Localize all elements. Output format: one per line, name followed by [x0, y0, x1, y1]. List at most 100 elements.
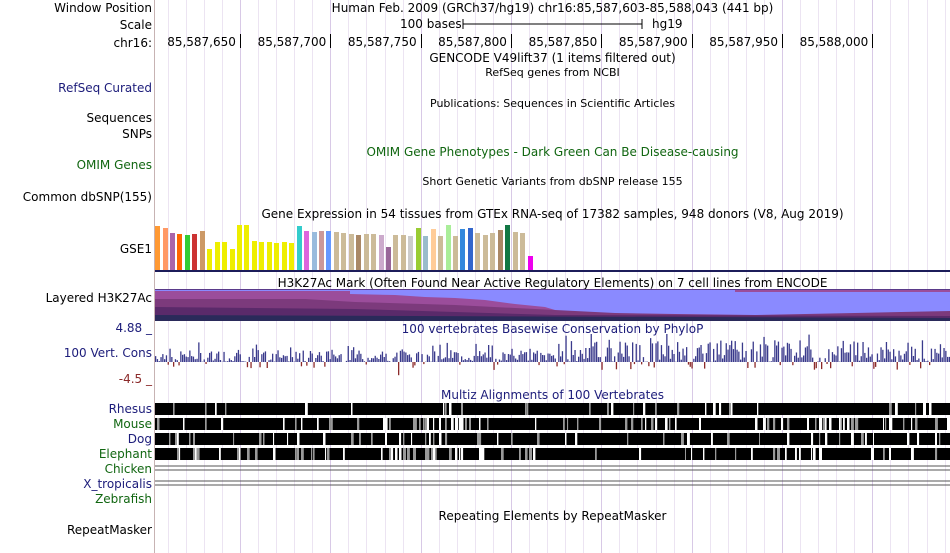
gtex-tissue-bar[interactable]: [423, 236, 429, 270]
gtex-tissue-bar[interactable]: [393, 235, 399, 270]
gtex-tissue-bar[interactable]: [199, 231, 205, 270]
gtex-expression-bars[interactable]: [155, 221, 535, 270]
gtex-tissue-bar[interactable]: [266, 242, 272, 270]
multiz-species-elephant[interactable]: Elephant: [98, 447, 152, 461]
gtex-tissue-bar[interactable]: [512, 232, 518, 270]
gtex-tissue-bar[interactable]: [274, 243, 280, 270]
refseq-track-title[interactable]: RefSeq genes from NCBI: [485, 66, 620, 79]
gtex-tissue-bar[interactable]: [192, 234, 198, 270]
multiz-gap: [527, 403, 529, 415]
window-position-label[interactable]: Window Position: [54, 1, 152, 15]
gtex-tissue-bar[interactable]: [400, 235, 406, 270]
conservation-track-title[interactable]: 100 vertebrates Basewise Conservation by…: [401, 322, 704, 336]
gtex-tissue-bar[interactable]: [378, 235, 384, 270]
multiz-gap: [915, 403, 917, 415]
multiz-species-x_tropicalis[interactable]: X_tropicalis: [83, 477, 152, 491]
gtex-tissue-bar[interactable]: [497, 230, 503, 270]
gtex-tissue-bar[interactable]: [259, 242, 265, 270]
gtex-tissue-bar[interactable]: [251, 241, 257, 270]
multiz-track-title[interactable]: Multiz Alignments of 100 Vertebrates: [440, 388, 665, 402]
gtex-tissue-bar[interactable]: [296, 226, 302, 270]
gtex-tissue-bar[interactable]: [490, 233, 496, 270]
conservation-track-label[interactable]: 100 Vert. Cons: [63, 346, 152, 360]
gtex-tissue-bar[interactable]: [415, 228, 421, 270]
gtex-tissue-bar[interactable]: [184, 235, 190, 270]
multiz-alignment-rows[interactable]: [155, 402, 950, 492]
phylop-base-score: [398, 362, 400, 376]
gtex-tissue-bar[interactable]: [304, 231, 309, 270]
h3k27ac-signal[interactable]: [155, 289, 950, 321]
gtex-tissue-bar[interactable]: [520, 233, 526, 270]
ruler-tick-label: 85,587,800: [438, 35, 507, 49]
repeatmasker-track-title[interactable]: Repeating Elements by RepeatMasker: [438, 509, 667, 523]
publications-track-label[interactable]: Sequences: [86, 111, 152, 125]
multiz-species-chicken[interactable]: Chicken: [104, 462, 152, 476]
gencode-track-title[interactable]: GENCODE V49lift37 (1 items filtered out): [429, 51, 676, 65]
gtex-tissue-bar[interactable]: [244, 225, 250, 270]
gtex-tissue-bar[interactable]: [453, 236, 458, 270]
phylop-base-score: [754, 362, 756, 368]
snps-track-label[interactable]: SNPs: [122, 127, 152, 141]
phylop-base-score: [878, 360, 880, 362]
gtex-tissue-bar[interactable]: [333, 232, 339, 270]
gtex-tissue-bar[interactable]: [527, 256, 533, 270]
multiz-gap: [469, 418, 471, 430]
phylop-base-score: [716, 343, 718, 362]
gtex-tissue-bar[interactable]: [237, 225, 242, 270]
gtex-tissue-bar[interactable]: [155, 226, 160, 270]
guide-line: [890, 0, 892, 553]
gtex-tissue-bar[interactable]: [162, 228, 168, 270]
gtex-tissue-bar[interactable]: [326, 231, 332, 270]
gtex-tissue-bar[interactable]: [356, 235, 362, 270]
h3k27ac-track-label[interactable]: Layered H3K27Ac: [45, 291, 152, 305]
gtex-tissue-bar[interactable]: [363, 234, 369, 270]
gtex-tissue-bar[interactable]: [438, 236, 444, 270]
gtex-tissue-bar[interactable]: [467, 228, 473, 270]
gtex-tissue-bar[interactable]: [475, 233, 481, 270]
dbsnp-track-title[interactable]: Short Genetic Variants from dbSNP releas…: [422, 175, 683, 188]
gtex-tissue-bar[interactable]: [207, 249, 213, 270]
publications-track-title[interactable]: Publications: Sequences in Scientific Ar…: [430, 97, 675, 110]
gtex-tissue-bar[interactable]: [214, 242, 220, 270]
gtex-tissue-bar[interactable]: [430, 229, 436, 270]
gtex-tissue-bar[interactable]: [169, 233, 175, 270]
gtex-tissue-bar[interactable]: [311, 232, 317, 270]
gtex-tissue-bar[interactable]: [408, 236, 414, 270]
gtex-tissue-bar[interactable]: [505, 225, 511, 270]
gtex-tissue-bar[interactable]: [318, 231, 324, 270]
gtex-tissue-bar[interactable]: [281, 242, 287, 270]
phylop-base-score: [875, 362, 877, 367]
conservation-signal[interactable]: [155, 334, 950, 382]
omim-track-label[interactable]: OMIM Genes: [76, 158, 152, 172]
gtex-tissue-bar[interactable]: [386, 247, 391, 270]
gtex-tissue-bar[interactable]: [229, 249, 235, 270]
chrom-label[interactable]: chr16:: [113, 36, 152, 50]
multiz-species-dog[interactable]: Dog: [127, 432, 152, 446]
gtex-tissue-bar[interactable]: [482, 235, 488, 270]
gtex-tissue-bar[interactable]: [445, 225, 451, 270]
refseq-track-label[interactable]: RefSeq Curated: [58, 81, 152, 95]
gtex-tissue-bar[interactable]: [289, 243, 295, 270]
gtex-track-title[interactable]: Gene Expression in 54 tissues from GTEx …: [261, 207, 844, 221]
multiz-gap: [799, 448, 801, 460]
gtex-tissue-bar[interactable]: [177, 234, 183, 270]
h3k27ac-track-title[interactable]: H3K27Ac Mark (Often Found Near Active Re…: [277, 276, 828, 290]
multiz-gap: [781, 418, 784, 430]
gtex-tissue-bar[interactable]: [348, 234, 354, 270]
gtex-tissue-bar[interactable]: [371, 234, 377, 270]
guide-line: [420, 0, 422, 553]
phylop-base-score: [243, 361, 245, 362]
repeatmasker-track-label[interactable]: RepeatMasker: [66, 523, 152, 537]
gtex-track-label[interactable]: GSE1: [119, 242, 152, 256]
omim-track-title[interactable]: OMIM Gene Phenotypes - Dark Green Can Be…: [366, 145, 739, 159]
dbsnp-track-label[interactable]: Common dbSNP(155): [22, 190, 152, 204]
gtex-tissue-bar[interactable]: [222, 242, 227, 270]
phylop-base-score: [871, 354, 873, 362]
multiz-species-zebrafish[interactable]: Zebrafish: [95, 492, 152, 506]
multiz-species-mouse[interactable]: Mouse: [113, 417, 152, 431]
scale-label[interactable]: Scale: [119, 18, 152, 32]
base-position-ruler[interactable]: 85,587,650 85,587,700 85,587,750 85,587,800…: [155, 34, 950, 50]
gtex-tissue-bar[interactable]: [341, 233, 347, 270]
gtex-tissue-bar[interactable]: [460, 229, 466, 270]
multiz-species-rhesus[interactable]: Rhesus: [108, 402, 152, 416]
